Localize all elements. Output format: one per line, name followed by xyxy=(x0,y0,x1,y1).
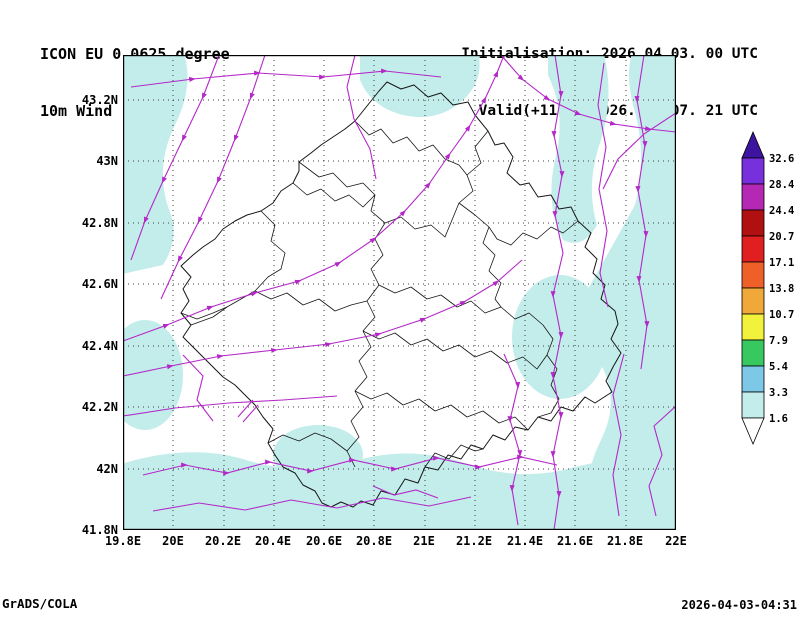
x-tick-label: 20.4E xyxy=(254,534,292,548)
x-tick-label: 21E xyxy=(413,534,435,548)
y-tick-label: 42N xyxy=(96,462,118,476)
colorbar-tick-label: 32.6 xyxy=(769,153,794,165)
colorbar-tick-label: 5.4 xyxy=(769,361,788,373)
x-tick-label: 20E xyxy=(162,534,184,548)
colorbar-tick-label: 10.7 xyxy=(769,309,794,321)
colorbar-segment xyxy=(741,261,765,289)
colorbar-tick-label: 24.4 xyxy=(769,205,794,217)
municipality-borders xyxy=(180,120,579,468)
x-tick-label: 21.2E xyxy=(455,534,493,548)
colorbar-tick-label: 13.8 xyxy=(769,283,794,295)
y-tick-label: 43.2N xyxy=(81,93,118,107)
y-tick-label: 42.4N xyxy=(81,339,118,353)
colorbar-tick-label: 1.6 xyxy=(769,413,788,425)
wind-barb xyxy=(237,399,259,423)
colorbar: 32.6 28.4 24.4 20.7 17.1 13.8 10.7 7.9 5… xyxy=(741,130,794,446)
colorbar-segment xyxy=(741,235,765,263)
x-tick-label: 20.2E xyxy=(204,534,242,548)
x-tick-label: 19.8E xyxy=(104,534,142,548)
colorbar-segment xyxy=(741,313,765,341)
x-tick-label: 21.4E xyxy=(506,534,544,548)
y-tick-label: 42.2N xyxy=(81,400,118,414)
colorbar-segment xyxy=(741,391,765,419)
colorbar-tick-label: 3.3 xyxy=(769,387,788,399)
x-tick-label: 21.6E xyxy=(556,534,594,548)
grads-credit: GrADS/COLA xyxy=(2,596,78,611)
x-tick-label: 22E xyxy=(665,534,687,548)
colorbar-segment xyxy=(741,157,765,185)
plot-frame xyxy=(123,55,676,530)
colorbar-tick-label: 17.1 xyxy=(769,257,794,269)
x-tick-label: 21.8E xyxy=(606,534,644,548)
x-tick-label: 20.6E xyxy=(305,534,343,548)
y-tick-label: 43N xyxy=(96,154,118,168)
colorbar-segment xyxy=(741,287,765,315)
colorbar-segment xyxy=(741,339,765,367)
colorbar-tick-label: 20.7 xyxy=(769,231,794,243)
creation-timestamp: 2026-04-03-04:31 xyxy=(681,598,797,612)
colorbar-tick-label: 7.9 xyxy=(769,335,788,347)
colorbar-segment xyxy=(741,417,765,446)
y-tick-label: 42.6N xyxy=(81,277,118,291)
shaded-wind-areas xyxy=(123,55,676,530)
colorbar-segment xyxy=(741,130,765,159)
wind-streamlines xyxy=(123,55,676,530)
x-tick-label: 20.8E xyxy=(355,534,393,548)
map-plot xyxy=(123,55,676,530)
y-tick-label: 42.8N xyxy=(81,216,118,230)
y-tick-label: 41.8N xyxy=(81,523,118,537)
colorbar-tick-label: 28.4 xyxy=(769,179,794,191)
colorbar-segment xyxy=(741,183,765,211)
colorbar-segment xyxy=(741,209,765,237)
colorbar-segment xyxy=(741,365,765,393)
